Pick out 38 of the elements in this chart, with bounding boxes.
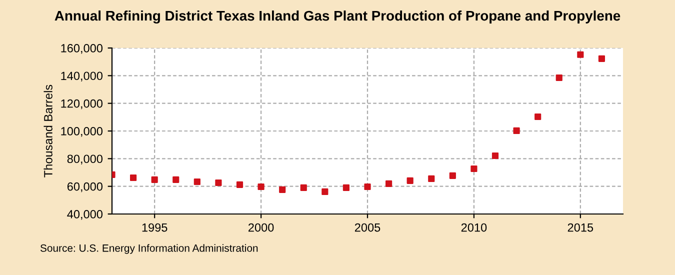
point xyxy=(513,127,520,134)
point xyxy=(492,152,499,160)
point xyxy=(428,175,435,182)
y-tick-label: 80,000 xyxy=(67,154,103,164)
point xyxy=(322,188,328,196)
point xyxy=(534,113,542,120)
y-tick-label: 100,000 xyxy=(61,127,103,137)
point xyxy=(556,74,562,82)
y-tick-label: 140,000 xyxy=(61,72,103,82)
point xyxy=(342,184,350,192)
x-tick-label: 2015 xyxy=(568,223,594,232)
x-tick-label: 2005 xyxy=(354,223,380,232)
x-tick-label: 2010 xyxy=(461,223,487,232)
point xyxy=(172,176,180,183)
point xyxy=(279,186,286,193)
point xyxy=(236,181,244,188)
point xyxy=(449,172,456,179)
x-tick-label: 1995 xyxy=(142,223,168,232)
point xyxy=(386,180,392,187)
y-tick-label: 160,000 xyxy=(61,44,103,54)
source-note: Source: U.S. Energy Information Administration xyxy=(40,244,258,254)
chart-title: Annual Refining District Texas Inland Gas Plant Production of Propane and Propylene xyxy=(54,10,620,24)
point xyxy=(577,51,584,58)
point xyxy=(194,178,200,186)
y-tick-label: 120,000 xyxy=(61,99,103,110)
point xyxy=(151,176,158,183)
point xyxy=(470,165,478,172)
y-tick-label: 40,000 xyxy=(67,210,103,220)
point xyxy=(130,174,137,182)
point xyxy=(406,177,414,184)
point xyxy=(215,179,222,186)
x-tick-label: 2000 xyxy=(248,223,274,232)
y-axis-title: Thousand Barrels xyxy=(44,84,52,178)
point xyxy=(258,183,264,190)
point xyxy=(598,55,605,62)
y-tick-label: 60,000 xyxy=(67,182,103,192)
point xyxy=(364,183,371,190)
point xyxy=(300,184,307,192)
